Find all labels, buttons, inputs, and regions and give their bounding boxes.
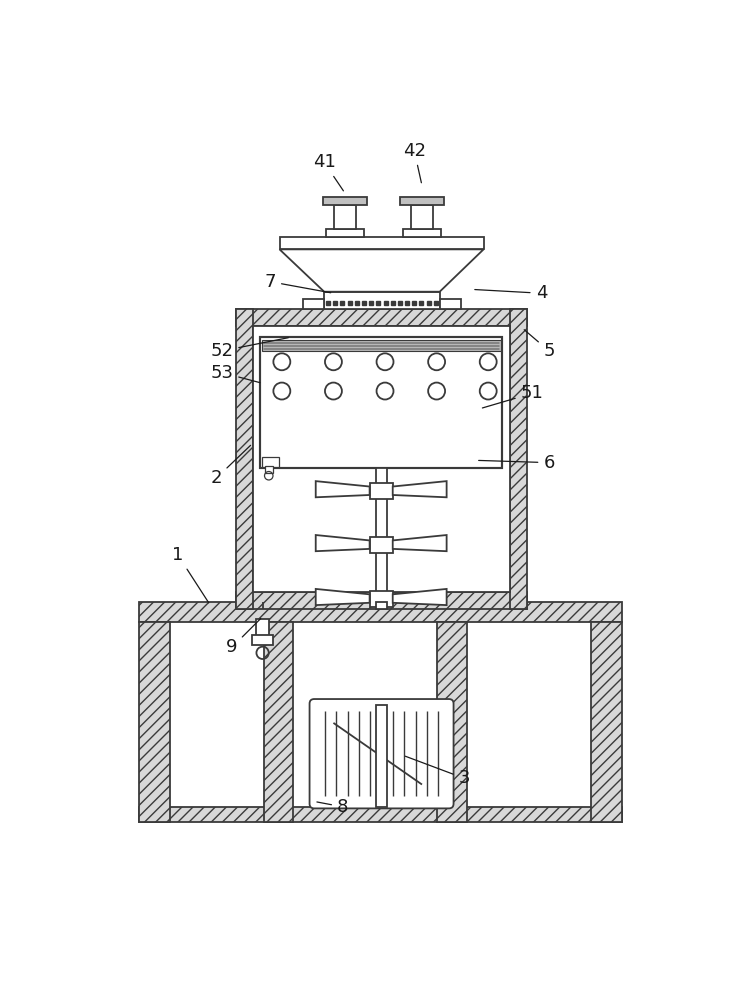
Text: 6: 6 bbox=[478, 454, 555, 472]
Bar bbox=[253, 326, 510, 592]
Bar bbox=[325, 229, 364, 237]
Text: 7: 7 bbox=[265, 273, 331, 293]
Bar bbox=[140, 622, 170, 822]
Bar bbox=[440, 299, 461, 309]
Bar bbox=[302, 299, 324, 309]
Bar bbox=[260, 337, 502, 468]
Text: 42: 42 bbox=[403, 142, 426, 183]
Bar bbox=[376, 705, 386, 807]
Bar bbox=[369, 591, 393, 607]
Bar bbox=[256, 619, 269, 636]
Bar bbox=[236, 309, 527, 326]
Text: 9: 9 bbox=[226, 619, 261, 656]
Bar bbox=[369, 483, 393, 499]
Polygon shape bbox=[316, 589, 369, 605]
Bar bbox=[411, 205, 432, 229]
Text: 1: 1 bbox=[172, 546, 209, 603]
Bar bbox=[140, 602, 622, 622]
Bar bbox=[236, 309, 253, 609]
Polygon shape bbox=[393, 481, 447, 497]
Bar bbox=[262, 457, 279, 466]
Bar bbox=[591, 622, 622, 822]
Polygon shape bbox=[393, 535, 447, 551]
Text: 8: 8 bbox=[317, 798, 348, 816]
Text: 3: 3 bbox=[406, 756, 470, 787]
Polygon shape bbox=[279, 249, 484, 292]
Bar bbox=[262, 340, 501, 351]
Bar bbox=[324, 292, 440, 309]
Bar bbox=[140, 807, 622, 822]
Text: 41: 41 bbox=[313, 153, 343, 191]
Text: 5: 5 bbox=[525, 330, 555, 360]
Bar bbox=[279, 237, 484, 249]
Bar bbox=[252, 635, 273, 645]
Text: 2: 2 bbox=[211, 445, 250, 487]
Bar bbox=[264, 622, 293, 822]
FancyBboxPatch shape bbox=[310, 699, 453, 808]
Text: 52: 52 bbox=[210, 338, 288, 360]
Bar bbox=[510, 309, 527, 609]
Bar bbox=[236, 592, 527, 609]
Bar bbox=[376, 468, 386, 592]
Text: 53: 53 bbox=[210, 364, 260, 383]
Polygon shape bbox=[316, 535, 369, 551]
Bar bbox=[265, 466, 273, 473]
Polygon shape bbox=[316, 481, 369, 497]
Bar bbox=[322, 197, 367, 205]
Bar bbox=[376, 602, 386, 609]
Polygon shape bbox=[393, 589, 447, 605]
Bar bbox=[334, 205, 356, 229]
Bar bbox=[438, 622, 467, 822]
Bar bbox=[369, 537, 393, 553]
Text: 51: 51 bbox=[482, 384, 544, 408]
Bar bbox=[403, 229, 441, 237]
Bar bbox=[400, 197, 444, 205]
Text: 4: 4 bbox=[475, 284, 547, 302]
